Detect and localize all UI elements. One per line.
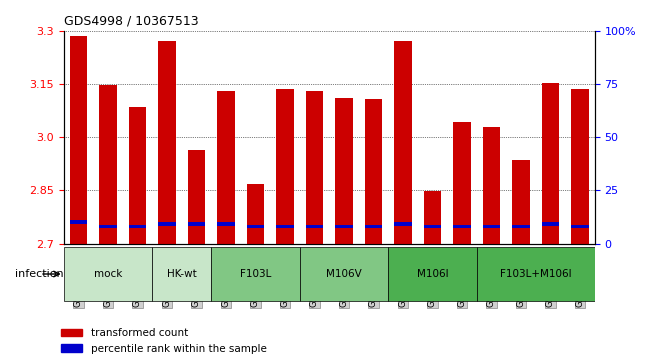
Bar: [571, 225, 589, 228]
Bar: [247, 184, 264, 244]
Bar: [512, 160, 530, 244]
Bar: [571, 89, 589, 244]
Bar: [99, 225, 117, 228]
Bar: [276, 89, 294, 244]
Bar: [128, 107, 146, 244]
Bar: [394, 223, 411, 226]
Bar: [70, 36, 87, 244]
Text: M106I: M106I: [417, 269, 448, 279]
FancyBboxPatch shape: [299, 246, 388, 301]
Bar: [187, 223, 205, 226]
Bar: [187, 150, 205, 244]
Text: mock: mock: [94, 269, 122, 279]
Bar: [158, 41, 176, 244]
FancyBboxPatch shape: [211, 246, 299, 301]
Bar: [335, 98, 353, 244]
Legend: transformed count, percentile rank within the sample: transformed count, percentile rank withi…: [57, 324, 271, 358]
Bar: [128, 225, 146, 228]
Text: M106V: M106V: [326, 269, 362, 279]
Bar: [158, 223, 176, 226]
Bar: [512, 225, 530, 228]
FancyBboxPatch shape: [64, 246, 152, 301]
Bar: [424, 225, 441, 228]
Bar: [217, 223, 235, 226]
Bar: [247, 225, 264, 228]
Bar: [305, 91, 324, 244]
Bar: [482, 225, 500, 228]
Bar: [276, 225, 294, 228]
Bar: [453, 225, 471, 228]
FancyBboxPatch shape: [152, 246, 211, 301]
Text: infection: infection: [15, 269, 64, 279]
Bar: [217, 91, 235, 244]
FancyBboxPatch shape: [477, 246, 594, 301]
Bar: [305, 225, 324, 228]
Text: HK-wt: HK-wt: [167, 269, 197, 279]
Bar: [99, 85, 117, 244]
Text: GDS4998 / 10367513: GDS4998 / 10367513: [64, 15, 199, 28]
Bar: [542, 83, 559, 244]
Bar: [542, 223, 559, 226]
Bar: [365, 99, 382, 244]
Bar: [482, 127, 500, 244]
Text: F103L+M106I: F103L+M106I: [500, 269, 572, 279]
Bar: [394, 41, 411, 244]
Text: F103L: F103L: [240, 269, 271, 279]
Bar: [70, 220, 87, 224]
Bar: [453, 122, 471, 244]
Bar: [424, 191, 441, 244]
Bar: [335, 225, 353, 228]
FancyBboxPatch shape: [388, 246, 477, 301]
Bar: [365, 225, 382, 228]
